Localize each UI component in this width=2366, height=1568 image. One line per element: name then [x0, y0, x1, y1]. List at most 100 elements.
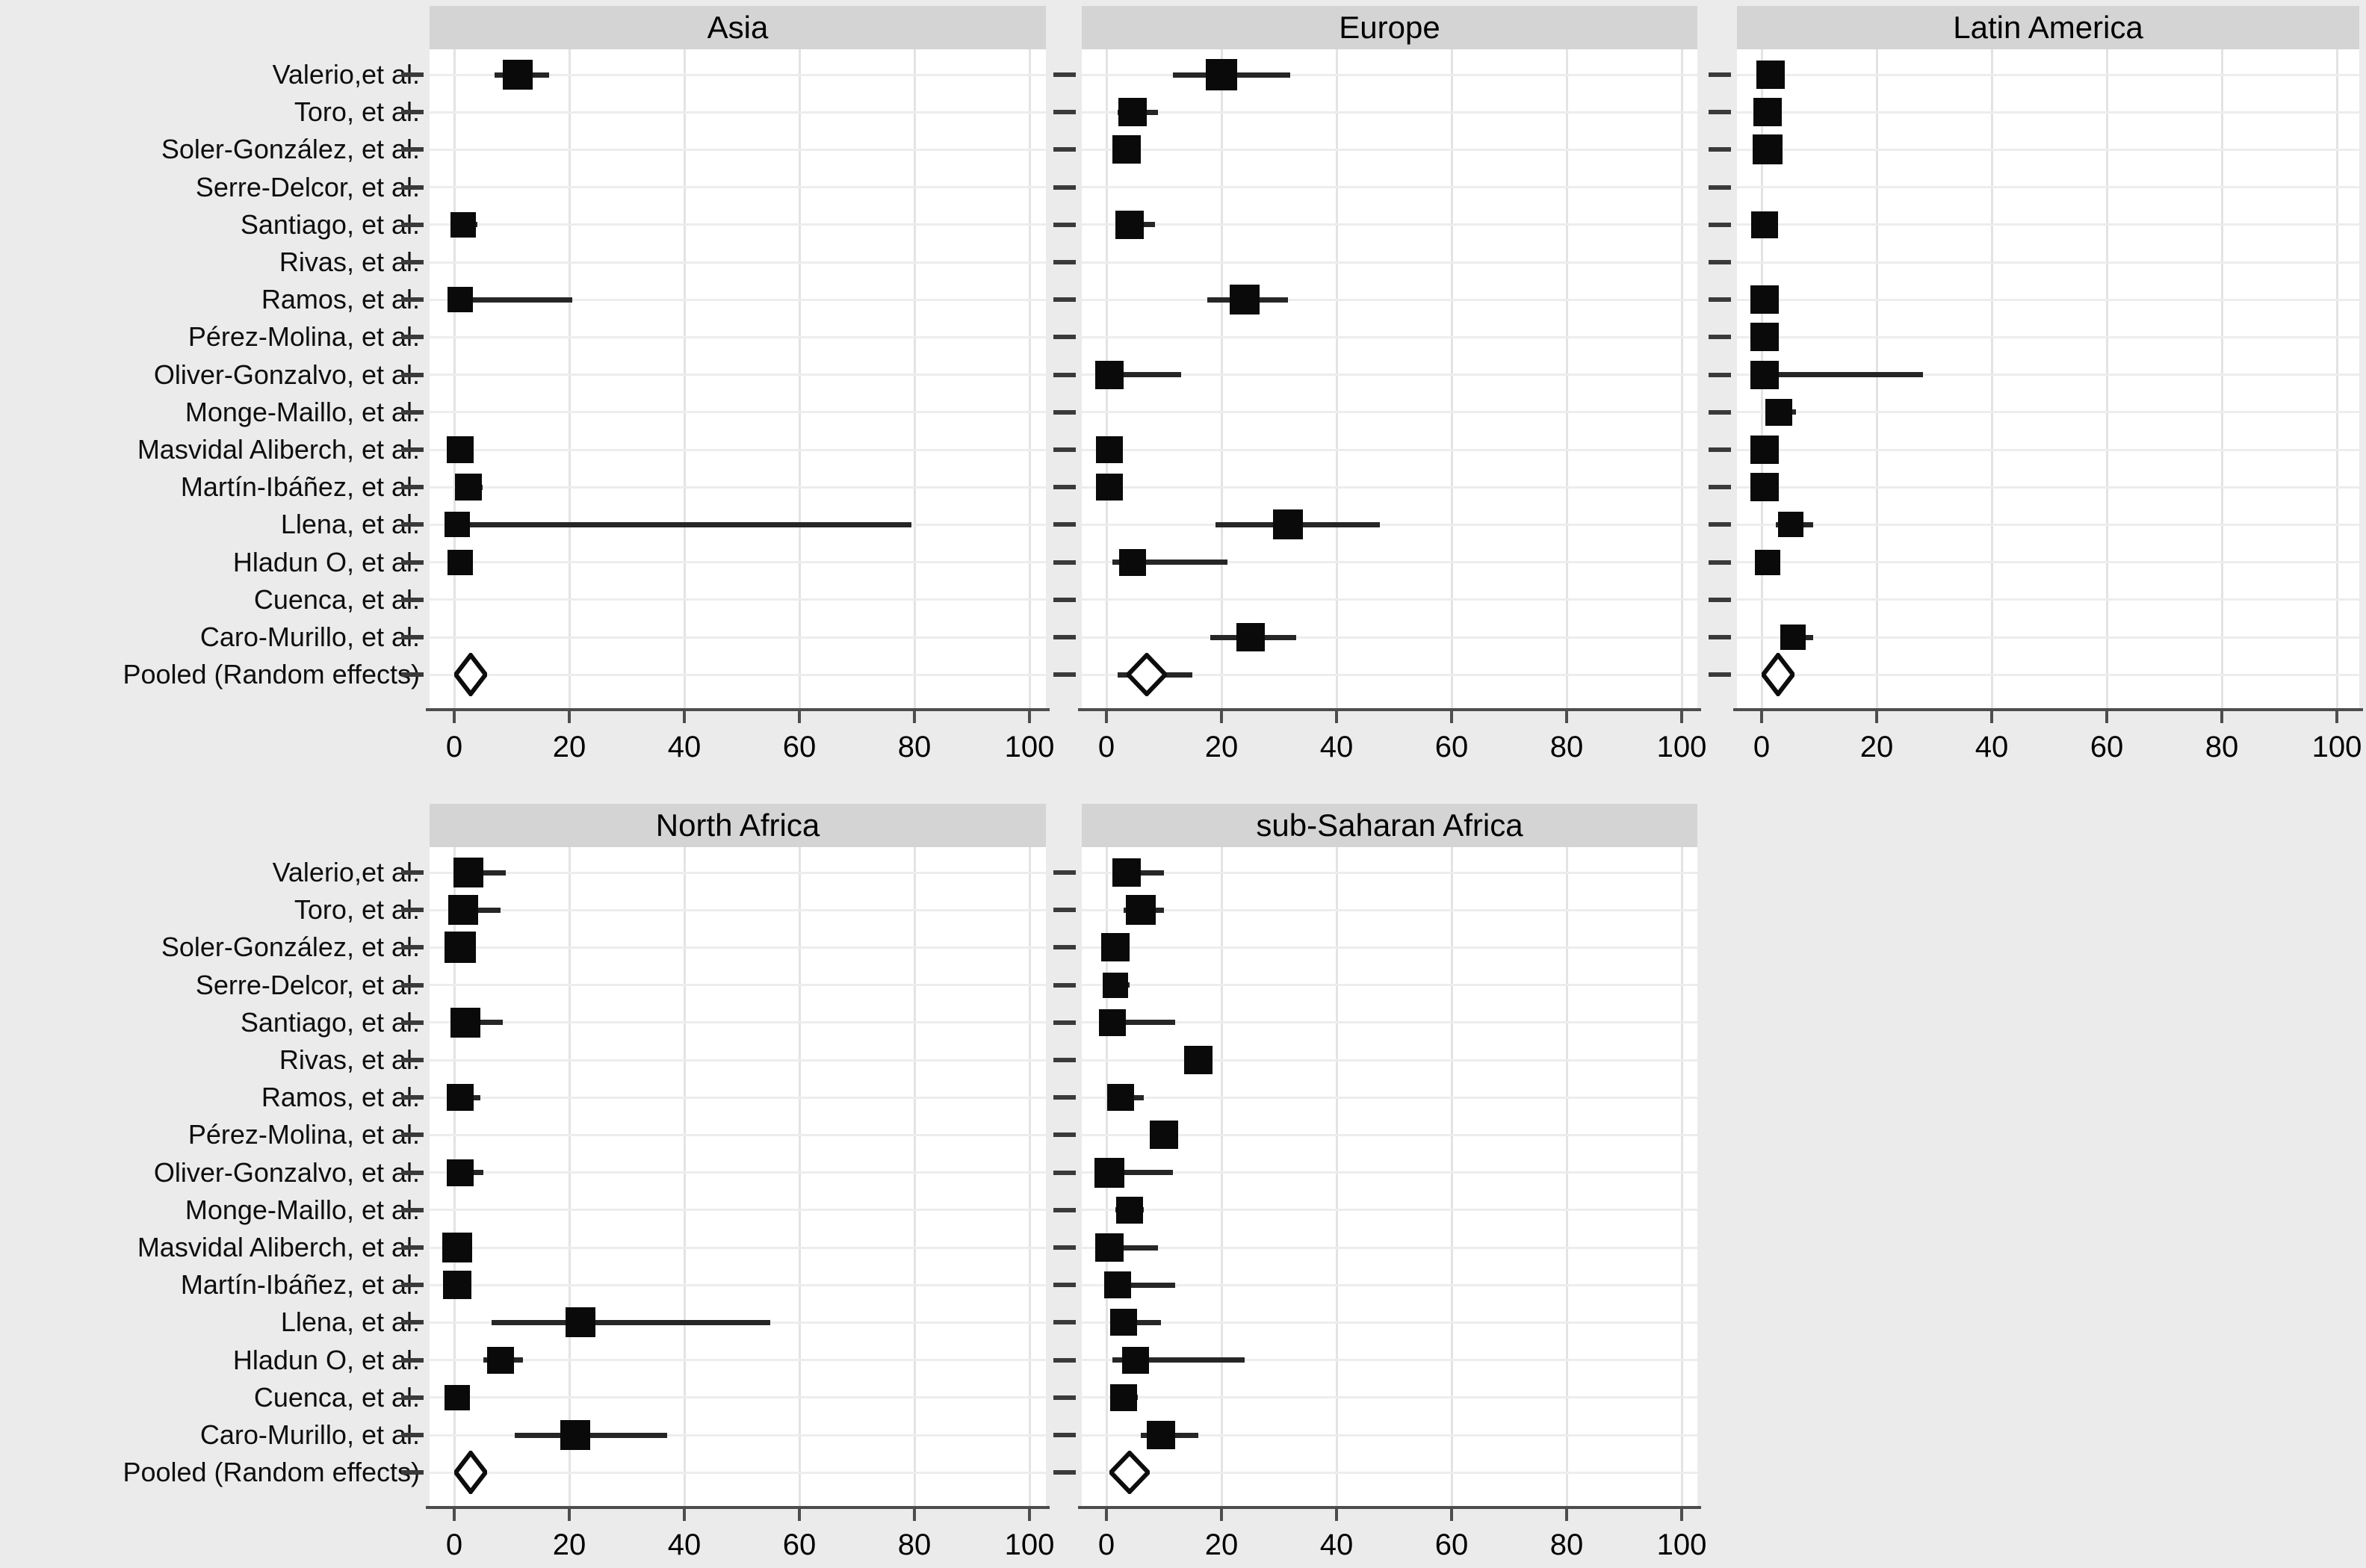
forest-marker: [447, 549, 473, 575]
y-axis-tick: [401, 1433, 424, 1437]
pooled-diamond: [1124, 651, 1168, 698]
y-axis-tick: [1709, 485, 1731, 490]
gridline-horizontal: [430, 73, 1046, 76]
gridline-horizontal: [1082, 1021, 1697, 1024]
y-axis-tick: [1053, 870, 1076, 875]
gridline-vertical: [2335, 49, 2338, 708]
x-axis-tick: [798, 711, 801, 723]
gridline-horizontal: [430, 374, 1046, 376]
gridline-horizontal: [1082, 908, 1697, 911]
gridline-horizontal: [1737, 111, 2359, 114]
gridline-vertical: [1565, 847, 1568, 1506]
panel-title: North Africa: [430, 804, 1046, 847]
y-axis-tick: [401, 945, 424, 950]
x-axis-line: [1078, 708, 1701, 711]
forest-marker: [1750, 211, 1778, 238]
forest-marker: [442, 1233, 472, 1262]
x-axis-line: [426, 1506, 1050, 1509]
study-label: Hladun O, et al.: [232, 1344, 420, 1375]
forest-marker: [1750, 436, 1779, 464]
gridline-vertical: [1028, 49, 1031, 708]
gridline-horizontal: [430, 111, 1046, 114]
x-axis-tick: [568, 711, 571, 723]
gridline-horizontal: [1737, 523, 2359, 526]
forest-marker: [1095, 436, 1123, 463]
y-axis-tick: [1053, 1395, 1076, 1400]
panel-title: Europe: [1082, 6, 1697, 49]
gridline-horizontal: [1737, 411, 2359, 414]
y-axis-tick: [401, 908, 424, 913]
x-axis-tick-label: 100: [1004, 1528, 1055, 1561]
y-axis-tick: [1709, 409, 1731, 415]
gridline-horizontal: [1082, 261, 1697, 264]
gridline-vertical: [1450, 847, 1453, 1506]
gridline-vertical: [1680, 49, 1683, 708]
forest-marker: [1777, 512, 1803, 538]
y-axis-tick: [1053, 945, 1076, 950]
y-axis-tick: [401, 1095, 424, 1100]
y-axis-tick: [1709, 635, 1731, 639]
gridline-horizontal: [430, 261, 1046, 264]
forest-marker: [1750, 473, 1779, 502]
gridline-horizontal: [1737, 335, 2359, 338]
panel-title: Asia: [430, 6, 1046, 49]
gridline-horizontal: [430, 871, 1046, 874]
ci-line: [1106, 1170, 1173, 1176]
gridline-horizontal: [430, 1133, 1046, 1136]
ci-line: [492, 1319, 771, 1325]
x-axis-tick: [913, 711, 916, 723]
pooled-diamond: [453, 1449, 489, 1496]
x-axis-tick: [1760, 711, 1763, 723]
y-axis-tick: [401, 672, 424, 678]
y-axis-tick: [1053, 147, 1076, 152]
y-axis-tick: [1709, 185, 1731, 190]
gridline-vertical: [683, 847, 686, 1506]
x-axis-tick: [1680, 1509, 1683, 1521]
gridline-horizontal: [1082, 111, 1697, 114]
x-axis-tick-label: 0: [1753, 731, 1771, 763]
y-axis-tick: [401, 1357, 424, 1363]
forest-marker: [1094, 1233, 1124, 1262]
pooled-diamond-polygon: [1107, 1449, 1151, 1496]
x-axis-tick: [1105, 1509, 1108, 1521]
y-axis-tick: [401, 335, 424, 340]
study-label: Caro-Murillo, et al.: [199, 1419, 420, 1450]
x-axis-tick-label: 20: [1204, 731, 1239, 763]
y-axis-tick: [1053, 185, 1076, 190]
ci-line: [1106, 372, 1182, 378]
study-label: Martín-Ibáñez, et al.: [180, 1269, 420, 1301]
y-axis-tick: [1709, 522, 1731, 527]
forest-marker: [1107, 1084, 1135, 1112]
gridline-vertical: [2105, 49, 2108, 708]
gridline-horizontal: [430, 946, 1046, 949]
gridline-horizontal: [430, 448, 1046, 451]
y-axis-tick: [1053, 908, 1076, 913]
forest-marker: [1115, 1196, 1143, 1224]
x-axis-line: [1733, 708, 2363, 711]
y-axis-tick: [1053, 409, 1076, 415]
study-label: Llena, et al.: [280, 1307, 420, 1338]
gridline-vertical: [798, 847, 801, 1506]
x-axis-tick-label: 80: [897, 731, 932, 763]
y-axis-tick: [1053, 72, 1076, 77]
gridline-horizontal: [1737, 374, 2359, 376]
y-axis-tick: [1053, 560, 1076, 565]
x-axis-tick: [1220, 711, 1223, 723]
y-axis-tick: [401, 185, 424, 190]
gridline-vertical: [2220, 49, 2223, 708]
forest-marker: [1750, 323, 1779, 352]
x-axis-tick: [683, 1509, 686, 1521]
forest-marker: [444, 932, 476, 964]
y-axis-tick: [401, 597, 424, 602]
ci-line: [1106, 1282, 1176, 1288]
study-label: Pérez-Molina, et al.: [188, 1119, 420, 1150]
x-axis-tick: [1220, 1509, 1223, 1521]
forest-marker: [450, 1007, 481, 1038]
forest-marker: [446, 436, 474, 463]
x-axis-tick: [1335, 1509, 1338, 1521]
gridline-vertical: [1220, 847, 1223, 1506]
y-axis-tick: [1709, 110, 1731, 115]
gridline-horizontal: [430, 673, 1046, 676]
gridline-horizontal: [430, 411, 1046, 414]
y-axis-tick: [1053, 110, 1076, 115]
